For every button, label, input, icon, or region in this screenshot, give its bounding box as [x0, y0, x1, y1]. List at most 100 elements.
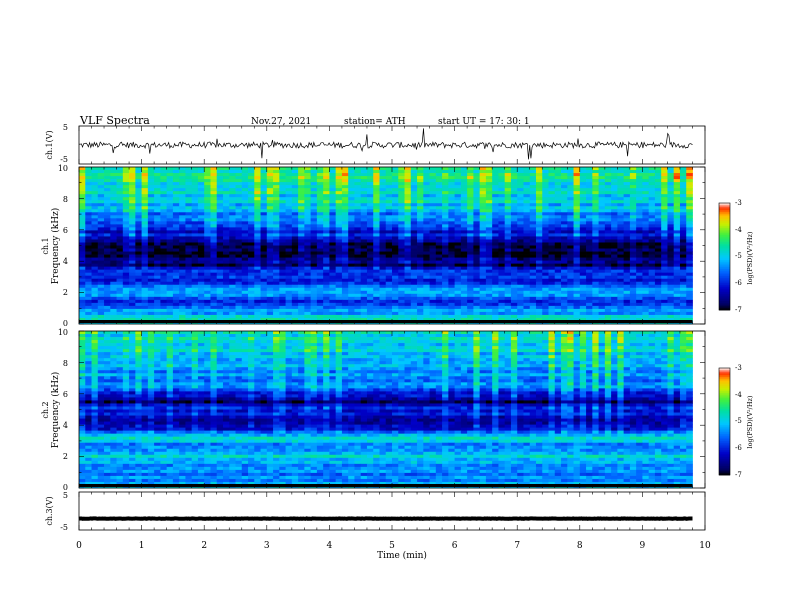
spectrogram-cell [379, 311, 387, 316]
spectrogram-cell [442, 185, 449, 189]
spectrogram-cell [160, 167, 168, 171]
spectrogram-cell [548, 194, 556, 198]
spectrogram-cell [222, 308, 230, 313]
spectrogram-cell [648, 170, 656, 174]
spectrogram-cell [567, 173, 574, 177]
spectrogram-cell [260, 266, 268, 271]
spectrogram-cell [97, 290, 105, 295]
spectrogram-cell [642, 167, 650, 171]
spectrogram-cell [460, 212, 468, 216]
spectrogram-cell [473, 287, 481, 292]
spectrogram-cell [679, 173, 687, 177]
spectrogram-cell [141, 170, 149, 174]
spectrogram-cell [335, 173, 343, 177]
spectrogram-cell [586, 206, 593, 210]
spectrogram-cell [554, 281, 562, 286]
spectrogram-cell [229, 272, 236, 277]
spectrogram-cell [373, 281, 380, 286]
spectrogram-cell [485, 224, 493, 228]
spectrogram-cell [510, 242, 518, 246]
spectrogram-cell [679, 290, 687, 295]
spectrogram-cell [554, 167, 562, 171]
spectrogram-cell [304, 215, 312, 219]
spectrogram-cell [542, 278, 549, 283]
spectrogram-cell [97, 248, 105, 252]
spectrogram-cell [661, 233, 668, 237]
spectrogram-cell [241, 287, 249, 292]
spectrogram-cell [229, 188, 236, 192]
spectrogram-cell [160, 200, 168, 204]
spectrogram-cell [567, 221, 574, 225]
spectrogram-cell [485, 293, 493, 298]
spectrogram-cell [373, 227, 380, 231]
spectrogram-cell [216, 302, 224, 307]
spectrogram-cell [467, 236, 474, 240]
spectrogram-cell [241, 275, 249, 280]
spectrogram-cell [273, 293, 280, 298]
spectrogram-cell [510, 290, 518, 295]
spectrogram-cell [435, 263, 443, 268]
spectrogram-cell [573, 302, 581, 307]
spectrogram-cell [279, 308, 286, 313]
spectrogram-cell [273, 221, 280, 225]
spectrogram-cell [122, 167, 130, 171]
spectrogram-cell [636, 278, 643, 283]
spectrogram-cell [360, 209, 368, 213]
spectrogram-cell [604, 167, 612, 171]
spectrogram-cell [661, 182, 668, 186]
spectrogram-cell [366, 293, 374, 298]
spectrogram-cell [141, 209, 149, 213]
spectrogram-cell [611, 215, 618, 219]
spectrogram-cell [235, 272, 243, 277]
spectrogram-cell [79, 197, 86, 201]
spectrogram-cell [291, 248, 299, 252]
spectrogram-cell [598, 275, 606, 280]
spectrogram-cell [423, 275, 430, 280]
spectrogram-cell [604, 299, 612, 304]
spectrogram-cell [197, 269, 205, 274]
spectrogram-cell [229, 299, 236, 304]
spectrogram-cell [129, 278, 136, 283]
spectrogram-cell [573, 266, 581, 271]
spectrogram-cell [160, 230, 168, 234]
spectrogram-cell [673, 167, 681, 171]
spectrogram-cell [448, 263, 455, 268]
spectrogram-cell [479, 239, 487, 243]
spectrogram-cell [79, 173, 86, 177]
spectrogram-cell [654, 194, 662, 198]
spectrogram-cell [254, 278, 261, 283]
spectrogram-cell [266, 185, 274, 189]
spectrogram-cell [554, 191, 562, 195]
spectrogram-cell [248, 239, 255, 243]
spectrogram-cell [379, 260, 387, 265]
spectrogram-cell [629, 308, 637, 313]
spectrogram-cell [454, 167, 462, 171]
spectrogram-cell [254, 269, 261, 274]
spectrogram-cell [667, 188, 675, 192]
spectrogram-cell [510, 263, 518, 268]
spectrogram-cell [97, 308, 105, 313]
spectrogram-cell [398, 284, 405, 289]
spectrogram-cell [229, 227, 236, 231]
spectrogram-cell [629, 185, 637, 189]
spectrogram-cell [191, 194, 199, 198]
spectrogram-cell [285, 266, 293, 271]
spectrogram-cell [492, 230, 499, 234]
spectrogram-cell [310, 257, 318, 261]
spectrogram-cell [235, 266, 243, 271]
spectrogram-cell [291, 314, 299, 319]
spectrogram-cell [179, 236, 186, 240]
spectrogram-cell [385, 233, 393, 237]
spectrogram-cell [154, 194, 161, 198]
spectrogram-cell [129, 296, 136, 301]
spectrogram-cell [504, 212, 512, 216]
spectrogram-cell [485, 197, 493, 201]
spectrogram-cell [429, 227, 437, 231]
spectrogram-cell [404, 215, 412, 219]
spectrogram-cell [379, 191, 387, 195]
spectrogram-cell [567, 290, 574, 295]
spectrogram-cell [604, 173, 612, 177]
spectrogram-cell [617, 185, 625, 189]
spectrogram-cell [291, 218, 299, 222]
spectrogram-cell [679, 242, 687, 246]
